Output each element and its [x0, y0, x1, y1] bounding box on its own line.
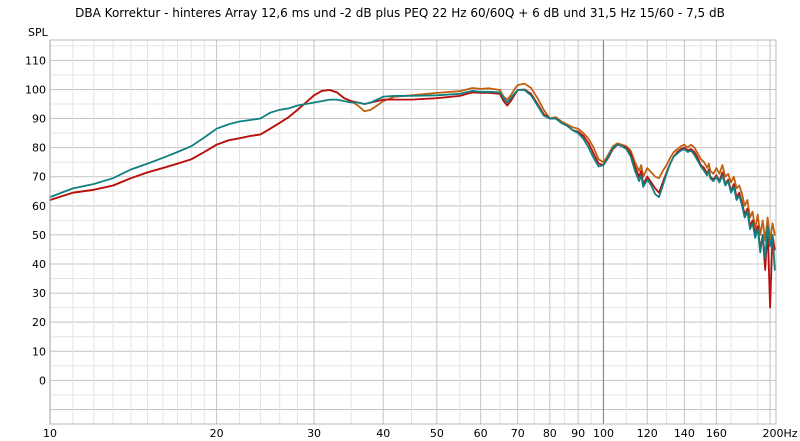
x-tick-label: 60 — [474, 427, 488, 440]
x-tick-label: 70 — [511, 427, 525, 440]
x-tick-label: 100 — [593, 427, 614, 440]
chart-title: DBA Korrektur - hinteres Array 12,6 ms u… — [75, 6, 725, 20]
y-tick-label: 30 — [32, 287, 46, 300]
x-tick-label: 90 — [571, 427, 585, 440]
y-tick-label: 50 — [32, 229, 46, 242]
x-tick-label: 50 — [430, 427, 444, 440]
x-tick-label: 80 — [543, 427, 557, 440]
x-tick-label: 200Hz — [763, 427, 798, 440]
series-line-3 — [49, 89, 776, 271]
x-tick-labels: 10 20 30 40 50 60 70 80 90 100 120 140 160 200Hz — [43, 427, 798, 440]
plot-frame — [49, 39, 777, 425]
series-lines — [49, 82, 776, 309]
y-tick-label: 110 — [25, 54, 46, 67]
y-axis-label: SPL — [28, 26, 49, 39]
x-tick-label: 30 — [307, 427, 321, 440]
y-tick-label: 0 — [39, 374, 46, 387]
grid — [49, 40, 776, 424]
y-tick-label: 80 — [32, 142, 46, 155]
y-tick-label: 10 — [32, 345, 46, 358]
y-tick-label: 70 — [32, 171, 46, 184]
x-tick-label: 10 — [43, 427, 57, 440]
x-tick-label: 140 — [674, 427, 695, 440]
x-tick-label: 120 — [637, 427, 658, 440]
y-tick-label: 90 — [32, 113, 46, 126]
y-tick-label: 60 — [32, 200, 46, 213]
y-tick-label: 40 — [32, 258, 46, 271]
x-tick-label: 160 — [706, 427, 727, 440]
y-tick-label: 100 — [25, 83, 46, 96]
plot-area — [50, 40, 776, 424]
x-tick-label: 40 — [376, 427, 390, 440]
x-tick-label: 20 — [210, 427, 224, 440]
y-tick-label: 20 — [32, 316, 46, 329]
